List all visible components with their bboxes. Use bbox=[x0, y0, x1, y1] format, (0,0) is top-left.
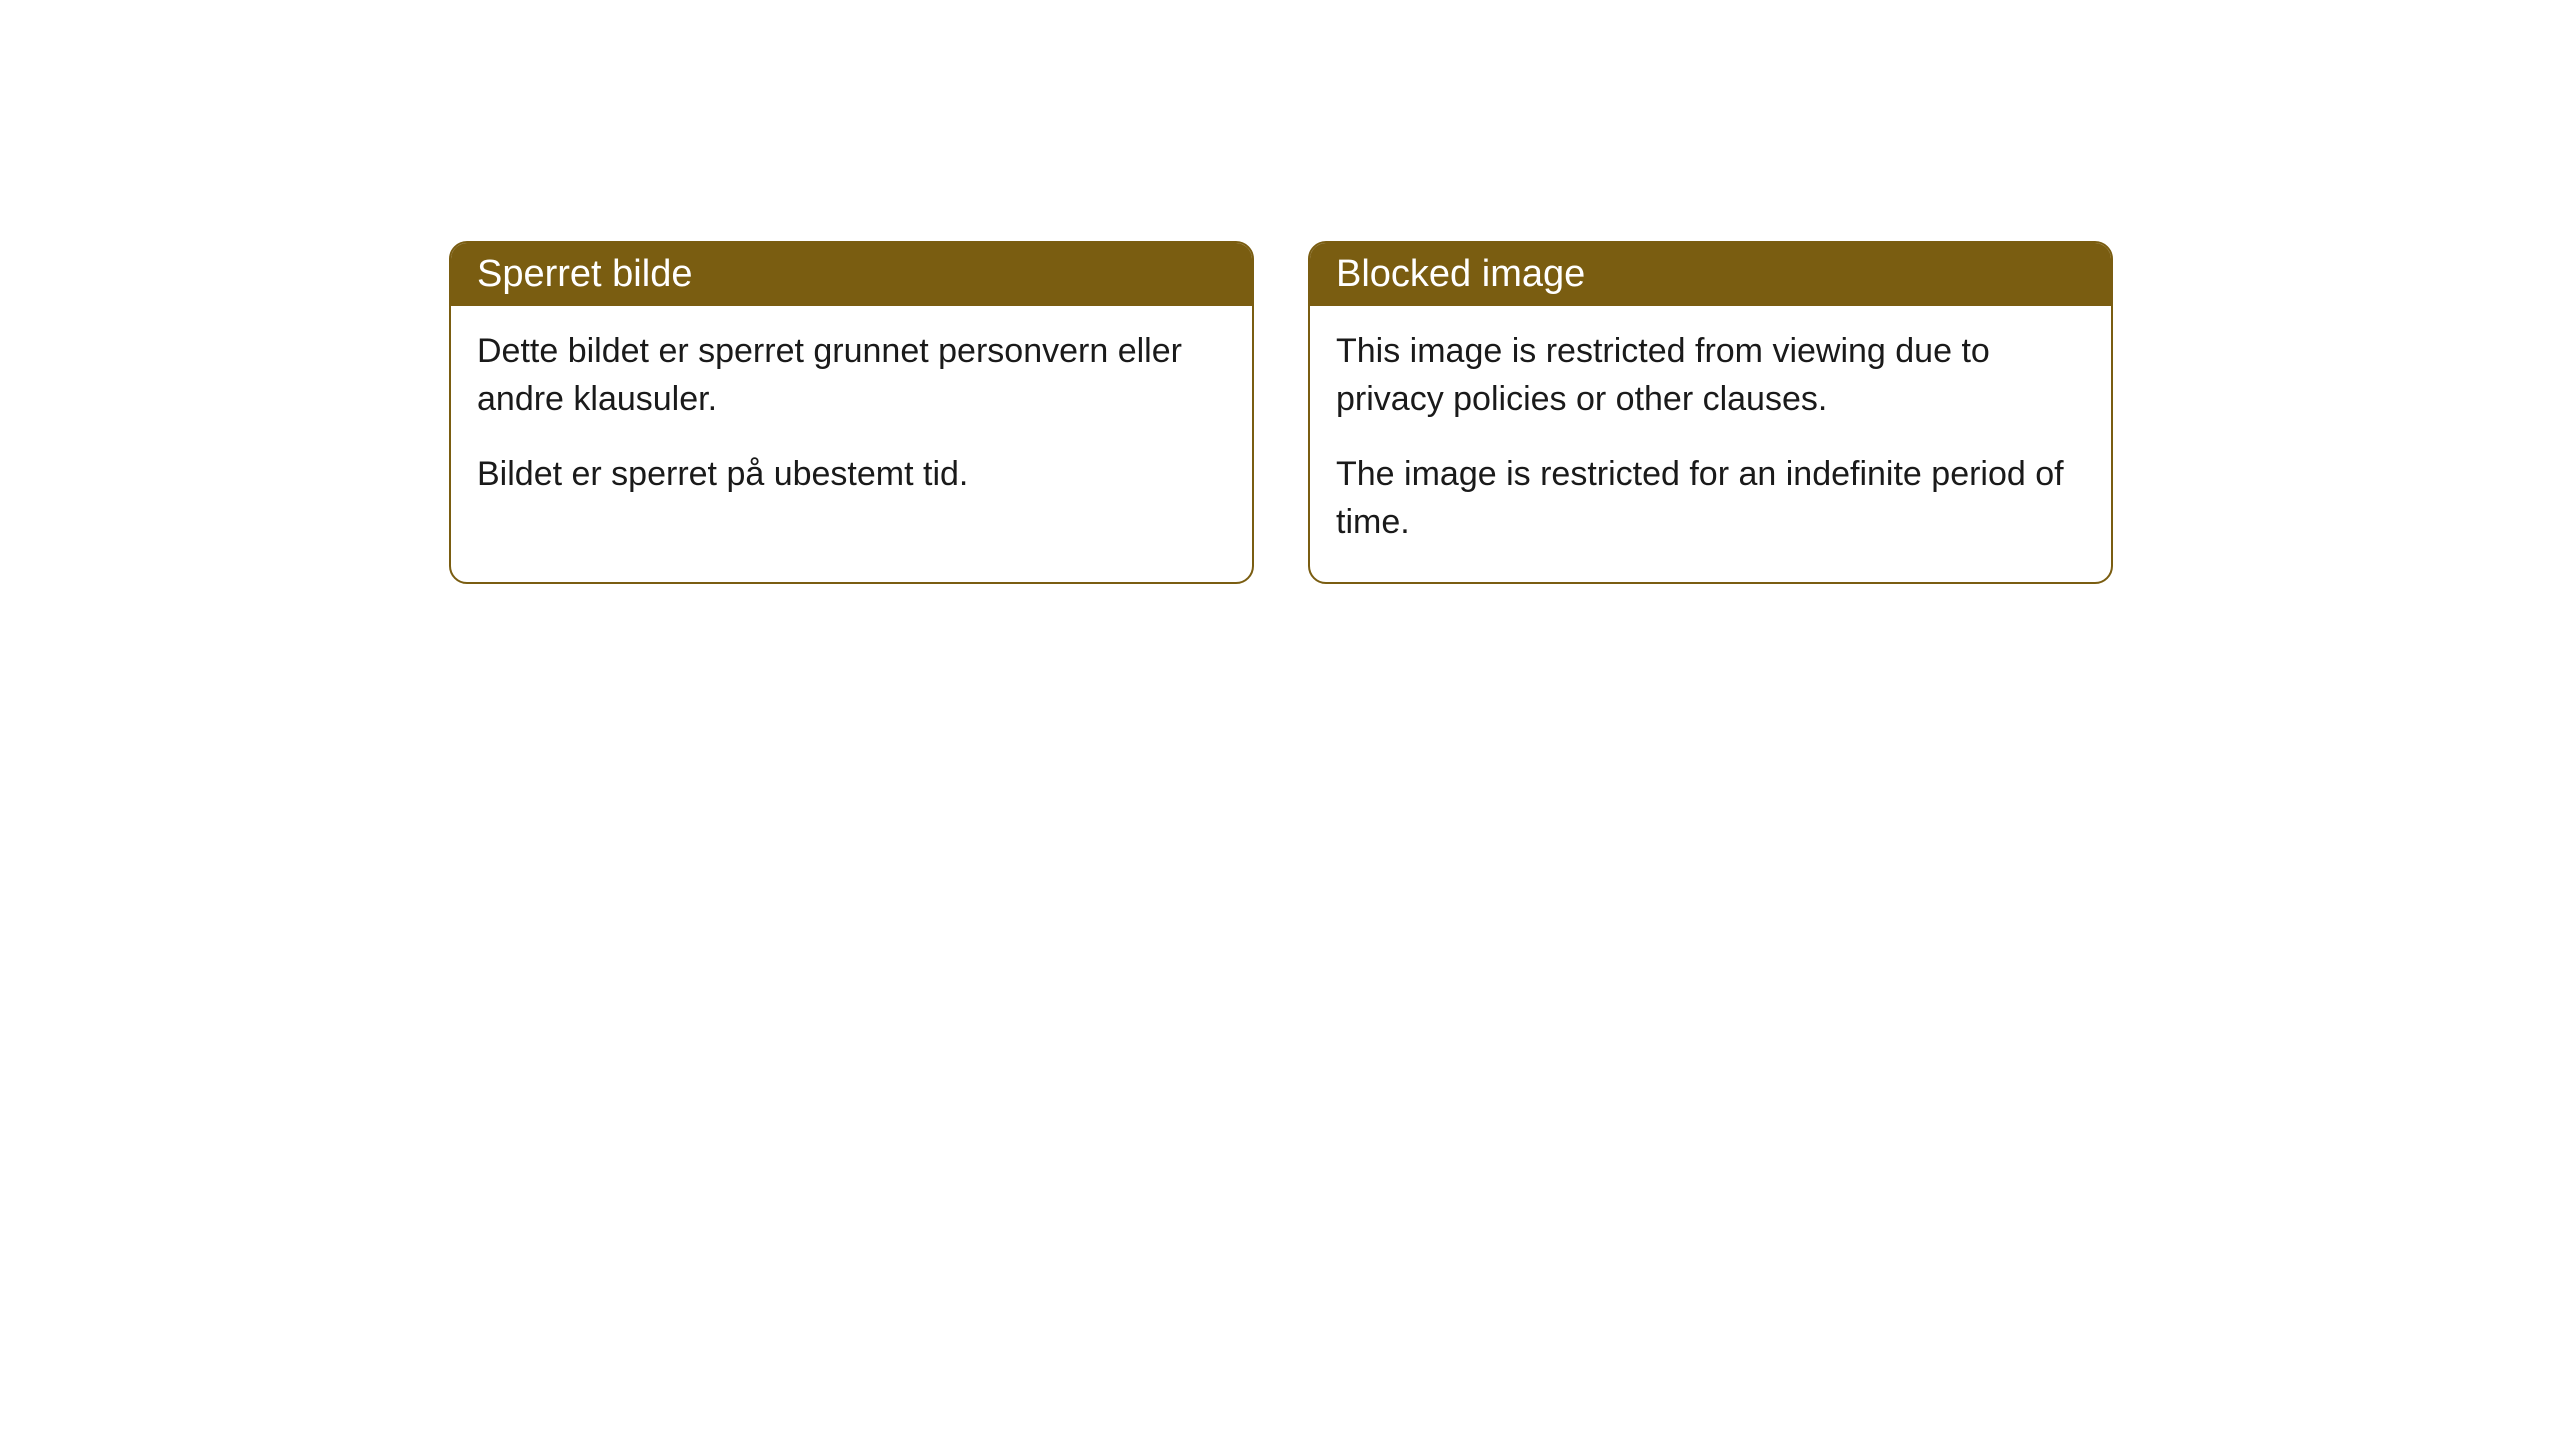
card-paragraph: The image is restricted for an indefinit… bbox=[1336, 451, 2085, 546]
card-title: Blocked image bbox=[1336, 253, 1585, 295]
card-paragraph: Bildet er sperret på ubestemt tid. bbox=[477, 451, 1226, 499]
card-header: Blocked image bbox=[1310, 243, 2111, 306]
card-body: Dette bildet er sperret grunnet personve… bbox=[451, 306, 1252, 535]
card-paragraph: Dette bildet er sperret grunnet personve… bbox=[477, 328, 1226, 423]
card-title: Sperret bilde bbox=[477, 253, 692, 295]
card-header: Sperret bilde bbox=[451, 243, 1252, 306]
card-body: This image is restricted from viewing du… bbox=[1310, 306, 2111, 582]
notice-card-norwegian: Sperret bilde Dette bildet er sperret gr… bbox=[449, 241, 1254, 584]
card-paragraph: This image is restricted from viewing du… bbox=[1336, 328, 2085, 423]
notice-card-container: Sperret bilde Dette bildet er sperret gr… bbox=[449, 241, 2113, 584]
notice-card-english: Blocked image This image is restricted f… bbox=[1308, 241, 2113, 584]
